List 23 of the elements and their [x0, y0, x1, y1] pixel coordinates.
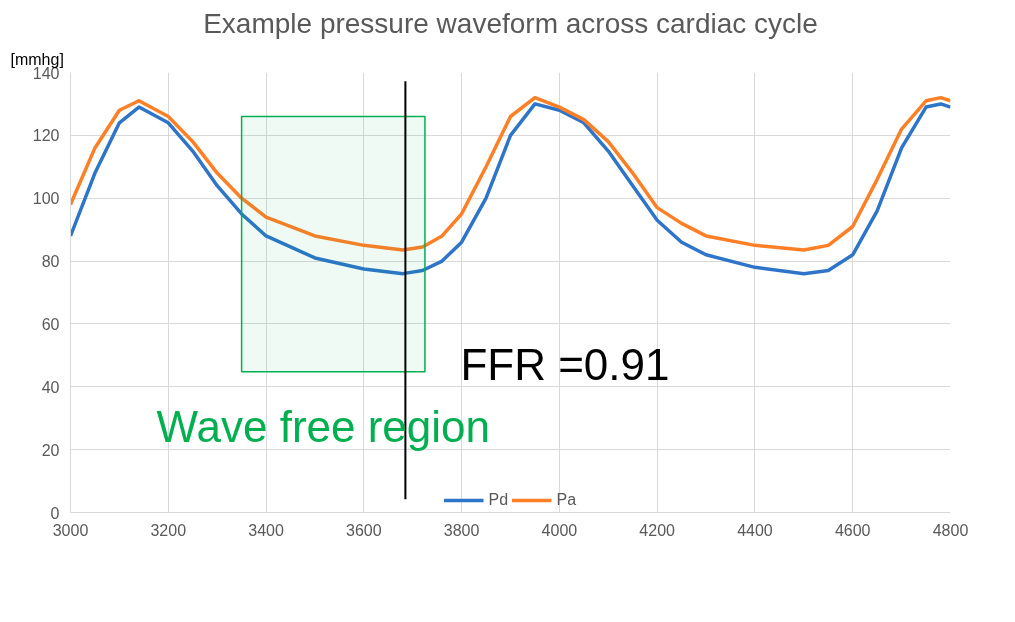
- x-tick-label: 4200: [639, 521, 676, 539]
- chart-title: Example pressure waveform across cardiac cycle: [203, 7, 818, 39]
- line-series: [70, 95, 951, 252]
- line-series: [70, 102, 951, 276]
- x-tick-label: 3800: [443, 521, 480, 539]
- y-tick-label: 0: [50, 504, 60, 522]
- y-tick-label: 60: [41, 315, 60, 333]
- y-tick-label: 120: [32, 127, 60, 145]
- x-tick-label: 4400: [737, 521, 773, 539]
- x-tick-label: 4000: [541, 521, 578, 539]
- x-tick-label: 3200: [150, 521, 187, 539]
- y-tick-label: 100: [32, 190, 60, 208]
- x-tick-label: 4600: [834, 521, 871, 539]
- legend-label: Pa: [556, 491, 577, 509]
- y-tick-label: 20: [41, 441, 60, 459]
- x-tick-label: 3600: [346, 521, 382, 539]
- legend-label: Pd: [488, 491, 509, 509]
- x-tick-label: 3000: [52, 521, 89, 539]
- x-tick-label: 3400: [248, 521, 284, 539]
- y-tick-label: 80: [41, 253, 60, 271]
- y-tick-label: 40: [41, 378, 60, 396]
- annotation: FFR =0.91: [460, 340, 670, 390]
- x-tick-label: 4800: [932, 521, 969, 539]
